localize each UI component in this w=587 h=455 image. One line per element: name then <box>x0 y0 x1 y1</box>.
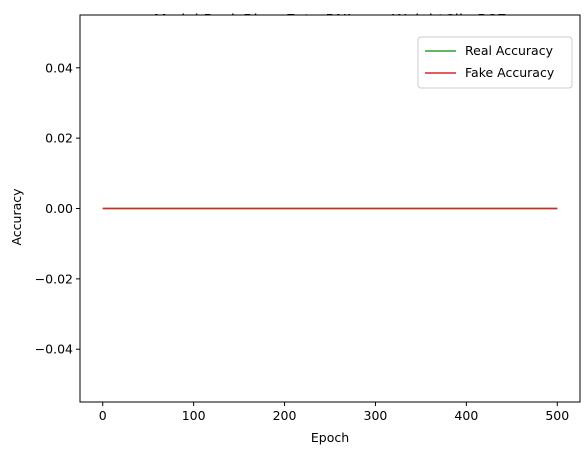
y-axis-label: Accuracy <box>9 188 24 246</box>
plot-frame <box>79 14 581 403</box>
x-tick-label: 500 <box>545 408 569 423</box>
x-tick-label: 100 <box>182 408 206 423</box>
y-tick-label: −0.02 <box>35 271 73 286</box>
x-tick-label: 200 <box>273 408 297 423</box>
y-axis-ticks: −0.04 −0.02 0.00 0.02 0.04 <box>35 60 80 357</box>
x-tick-label: 0 <box>99 408 107 423</box>
x-axis-label: Epoch <box>311 430 349 445</box>
x-tick-label: 300 <box>364 408 388 423</box>
x-tick-label: 400 <box>454 408 478 423</box>
x-axis-ticks: 0 100 200 300 400 500 <box>99 402 569 423</box>
y-tick-label: −0.04 <box>35 342 73 357</box>
legend-label-real: Real Accuracy <box>465 43 554 58</box>
y-tick-label: 0.00 <box>45 201 73 216</box>
y-tick-label: 0.04 <box>45 60 73 75</box>
legend-box <box>417 36 573 89</box>
legend: Real Accuracy Fake Accuracy <box>417 36 573 89</box>
legend-label-fake: Fake Accuracy <box>465 65 555 80</box>
y-tick-label: 0.02 <box>45 131 73 146</box>
